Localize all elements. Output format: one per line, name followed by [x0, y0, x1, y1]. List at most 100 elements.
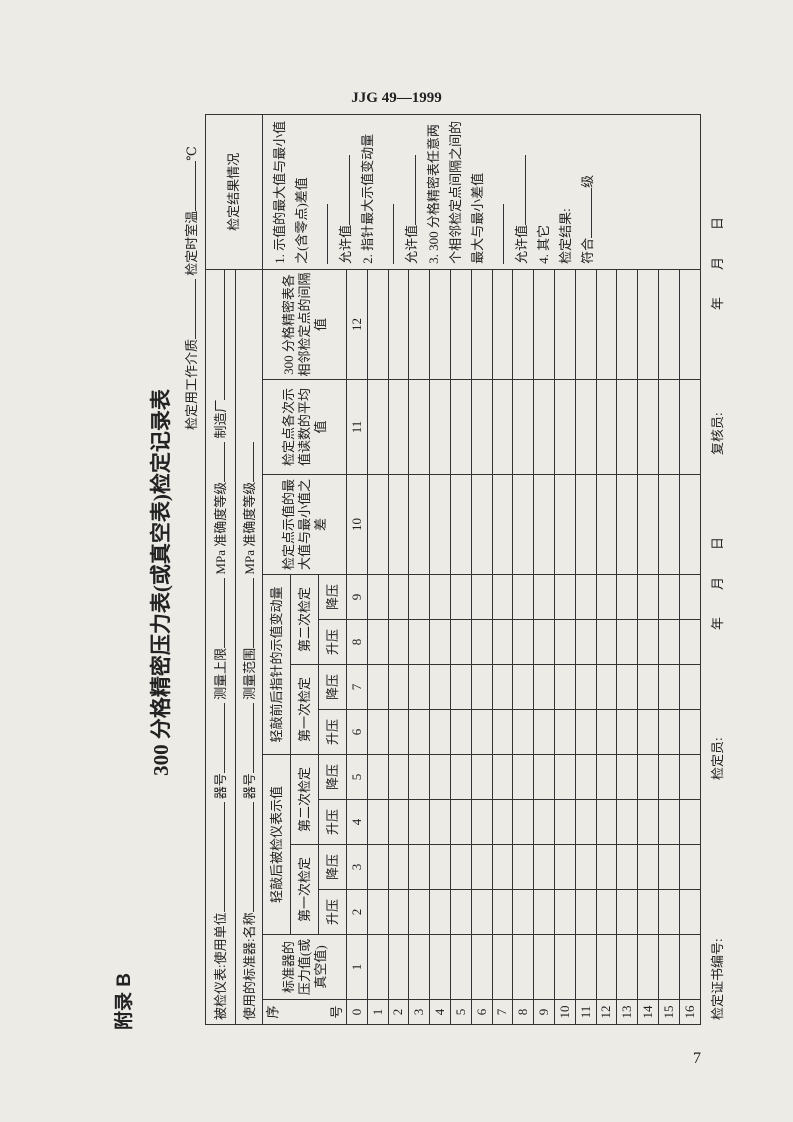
data-cell [492, 474, 513, 575]
data-cell [450, 754, 472, 800]
data-cell [575, 799, 597, 845]
info-cell: 使用的标准器:名称 器号 测量范围 MPa 准确度等级 [235, 269, 263, 1025]
result-other: 4. 其它 [536, 224, 551, 264]
data-cell [450, 664, 472, 710]
average-header: 检定点各次示值读数的平均值 [262, 379, 347, 475]
data-cell [533, 574, 555, 620]
sub-header: 第一次检定 [290, 664, 319, 755]
direction-header: 降压 [318, 664, 347, 710]
data-cell [512, 574, 534, 620]
record-table: 被检仪表:使用单位 器号 测量上限 MPa 准确度等级 制造厂 检定结果情况 使用… [205, 114, 701, 1025]
data-cell [429, 474, 451, 575]
result-item: 3. 300 分格精密表任意两个相邻检定点间隔之间的最大与最小差值 [423, 120, 511, 264]
label: 符合 [580, 237, 595, 264]
seq-wrap: 序号 [265, 1002, 345, 1022]
label: 器号 [241, 773, 257, 800]
data-cell [512, 474, 534, 575]
label: 级 [580, 174, 595, 188]
data-cell [596, 709, 617, 755]
row-number: 16 [679, 999, 701, 1025]
data-cell [554, 379, 576, 475]
data-cell [616, 379, 638, 475]
label: 使用的标准器:名称 [241, 912, 257, 1020]
data-cell [616, 844, 638, 890]
row-number: 6 [471, 999, 493, 1025]
data-cell [492, 619, 513, 665]
data-cell [471, 754, 493, 800]
data-cell [429, 574, 451, 620]
data-cell [512, 799, 534, 845]
group-header: 轻敲后被检仪表示值 [262, 754, 291, 935]
data-cell [367, 474, 389, 575]
data-cell [408, 574, 430, 620]
label: 检定用工作介质 [184, 338, 199, 430]
interval-header: 300 分格精密表各相邻检定点的间隔值 [262, 269, 347, 380]
data-cell [492, 844, 513, 890]
row-number: 1 [367, 999, 389, 1025]
data-cell [679, 379, 701, 475]
label: 测量上限 [213, 647, 228, 700]
data-cell [575, 934, 597, 1000]
data-cell [554, 844, 576, 890]
data-cell [575, 474, 597, 575]
blank-line [240, 441, 254, 482]
direction-header: 降压 [318, 754, 347, 800]
standard-number: JJG 49—1999 [351, 90, 442, 106]
row-number: 2 [388, 999, 409, 1025]
column-number: 7 [346, 664, 368, 710]
blank-line [403, 154, 416, 225]
data-cell [471, 799, 493, 845]
data-cell [658, 934, 680, 1000]
data-cell [575, 664, 597, 710]
label: 制造厂 [213, 399, 228, 439]
data-cell [388, 269, 409, 380]
label: 3. 300 分格精密表任意两个相邻检定点间隔之间的最大与最小差值 [426, 120, 485, 264]
footer-text: 月 [710, 576, 725, 590]
data-cell [596, 889, 617, 935]
data-cell [408, 709, 430, 755]
data-cell [429, 269, 451, 380]
footer-text: 检定证书编号: [710, 938, 725, 1020]
column-number: 11 [346, 379, 368, 475]
data-cell [492, 889, 513, 935]
standard-header: 标准器的压力值(或真空值) [262, 934, 347, 1000]
data-cell [616, 889, 638, 935]
data-cell [408, 844, 430, 890]
blank-line [240, 703, 254, 774]
data-cell [388, 474, 409, 575]
blank-line [212, 703, 225, 774]
data-cell [658, 474, 680, 575]
label: 被检仪表:使用单位 [213, 912, 228, 1020]
data-cell [388, 379, 409, 475]
row-number: 9 [533, 999, 555, 1025]
row-number: 13 [616, 999, 638, 1025]
data-cell [554, 754, 576, 800]
row-number: 3 [408, 999, 430, 1025]
data-cell [658, 889, 680, 935]
blank-line [212, 441, 225, 482]
label: 2. 指针最大示值变动量 [360, 133, 375, 264]
label: ℃ [184, 146, 199, 161]
data-cell [492, 574, 513, 620]
data-cell [533, 269, 555, 380]
data-cell [408, 474, 430, 575]
group-header: 轻敲前后指针的示值变动量 [262, 574, 291, 755]
row-number: 7 [492, 999, 513, 1025]
data-cell [512, 934, 534, 1000]
info-cell: 被检仪表:使用单位 器号 测量上限 MPa 准确度等级 制造厂 [205, 269, 236, 1025]
data-cell [471, 844, 493, 890]
data-cell [408, 379, 430, 475]
data-cell [554, 474, 576, 575]
blank-line [240, 802, 254, 913]
column-number: 10 [346, 474, 368, 575]
data-cell [616, 474, 638, 575]
data-cell [554, 709, 576, 755]
blank-line [315, 203, 328, 264]
data-cell [637, 379, 659, 475]
data-cell [450, 799, 472, 845]
data-cell [554, 664, 576, 710]
data-cell [554, 619, 576, 665]
data-cell [450, 574, 472, 620]
data-cell [575, 709, 597, 755]
data-cell [388, 844, 409, 890]
